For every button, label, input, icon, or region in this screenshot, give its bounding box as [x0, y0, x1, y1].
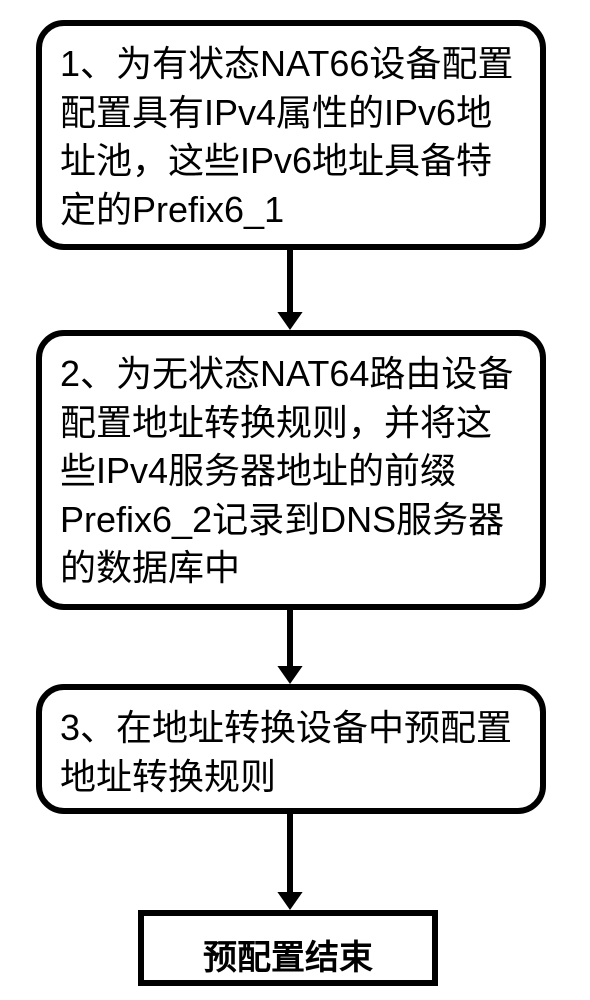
- flow-box-step3: 3、在地址转换设备中预配置地址转换规则: [36, 684, 546, 814]
- flow-arrow-1: [272, 250, 308, 330]
- flow-box-step1: 1、为有状态NAT66设备配置配置具有IPv4属性的IPv6地址池，这些IPv6…: [36, 20, 546, 250]
- flow-box-step2: 2、为无状态NAT64路由设备配置地址转换规则，并将这些IPv4服务器地址的前缀…: [36, 330, 546, 610]
- flow-box-end: 预配置结束: [138, 910, 438, 986]
- flowchart-canvas: 1、为有状态NAT66设备配置配置具有IPv4属性的IPv6地址池，这些IPv6…: [0, 0, 590, 1000]
- flow-arrow-2: [272, 610, 308, 684]
- flow-arrow-3: [272, 814, 308, 910]
